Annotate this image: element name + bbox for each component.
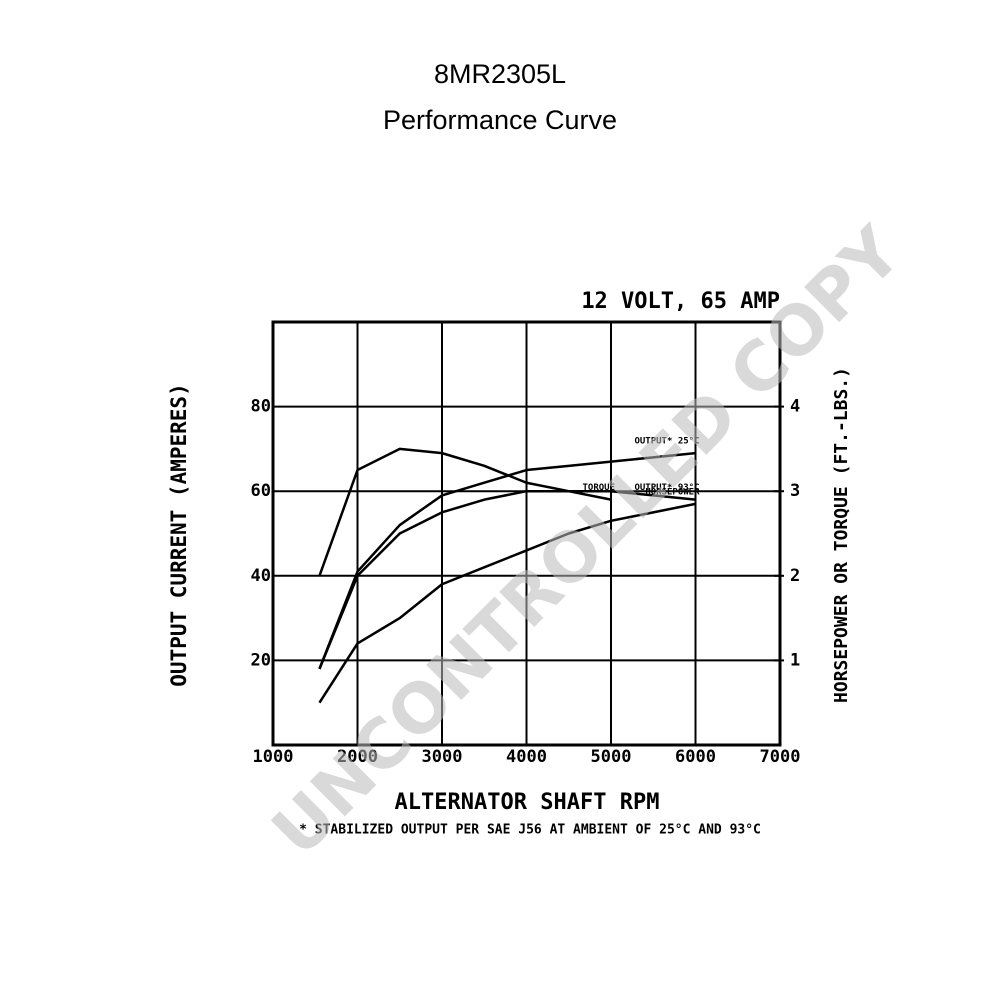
- y2-tick-label: 1: [790, 650, 800, 670]
- chart-title: 8MR2305L: [434, 59, 566, 89]
- x-tick-label: 6000: [675, 747, 716, 767]
- series-label: HORSEPOWER: [645, 487, 700, 497]
- series-label: OUTPUT* 93°C: [634, 483, 699, 493]
- y-tick-label: 20: [251, 650, 271, 670]
- series-label: TORQUE: [582, 483, 615, 493]
- x-tick-label: 7000: [760, 747, 801, 767]
- y2-tick-label: 3: [790, 481, 800, 501]
- footnote: * STABILIZED OUTPUT PER SAE J56 AT AMBIE…: [299, 823, 761, 838]
- y-axis-label: OUTPUT CURRENT (AMPERES): [167, 383, 191, 686]
- chart-subtitle: Performance Curve: [383, 105, 617, 135]
- y-tick-label: 40: [251, 566, 271, 586]
- x-tick-label: 1000: [253, 747, 294, 767]
- series-line: [318, 489, 696, 670]
- series-line: [318, 447, 612, 577]
- x-tick-label: 3000: [422, 747, 463, 767]
- x-axis-label: ALTERNATOR SHAFT RPM: [395, 790, 660, 815]
- y-tick-label: 60: [251, 481, 271, 501]
- series-line: [318, 502, 696, 704]
- annotation: 12 VOLT, 65 AMP: [581, 289, 780, 314]
- series-line: [318, 451, 696, 670]
- y2-tick-label: 2: [790, 566, 800, 586]
- x-tick-label: 5000: [591, 747, 632, 767]
- x-tick-label: 4000: [506, 747, 547, 767]
- y-tick-label: 80: [251, 397, 271, 417]
- x-tick-label: 2000: [337, 747, 378, 767]
- series-label: OUTPUT* 25°C: [634, 437, 699, 447]
- y2-tick-label: 4: [790, 397, 800, 417]
- y2-axis-label: HORSEPOWER OR TORQUE (FT.-LBS.): [831, 367, 852, 703]
